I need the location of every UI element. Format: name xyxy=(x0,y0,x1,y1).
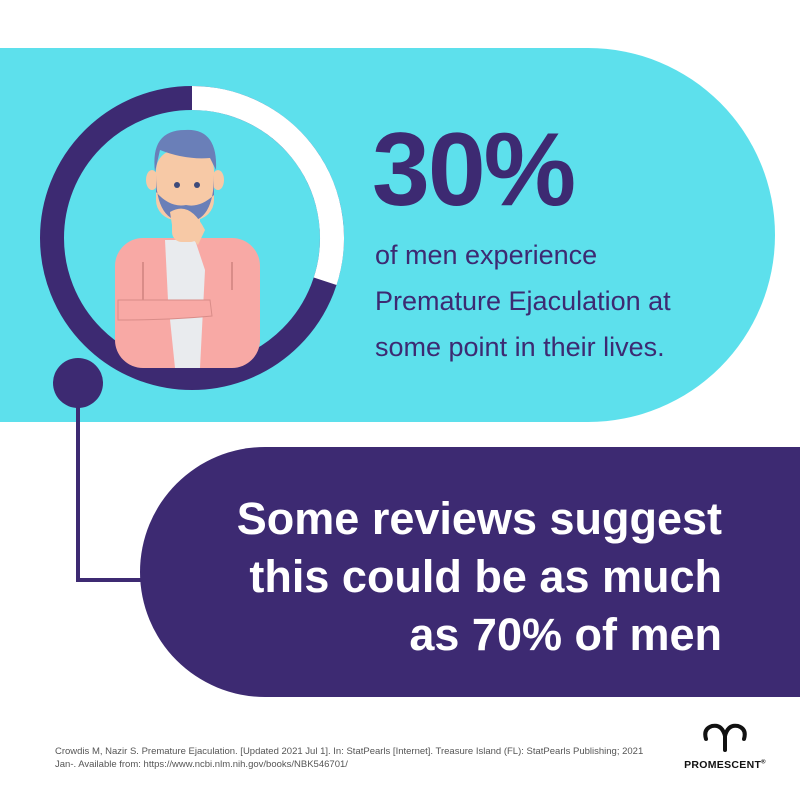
brand-name-text: PROMESCENT xyxy=(684,759,762,771)
brand-name: PROMESCENT® xyxy=(680,759,770,771)
connector-line xyxy=(76,400,150,582)
thinking-man-icon xyxy=(115,129,260,368)
stat-description: of men experience Premature Ejaculation … xyxy=(375,232,671,370)
claim-line: this could be as much xyxy=(249,551,722,602)
progress-ring-remaining xyxy=(191,86,344,285)
citation-line: Crowdis M, Nazir S. Premature Ejaculatio… xyxy=(55,746,644,757)
stat-line: some point in their lives. xyxy=(375,332,665,362)
claim-line: Some reviews suggest xyxy=(236,493,722,544)
citation-line: Jan-. Available from: https://www.ncbi.n… xyxy=(55,759,348,770)
registered-mark: ® xyxy=(761,759,766,766)
stat-line: Premature Ejaculation at xyxy=(375,286,671,316)
claim-panel xyxy=(140,447,800,697)
stat-value: 30% xyxy=(372,112,576,228)
claim-line: as 70% of men xyxy=(409,609,722,660)
brand-logo: PROMESCENT® xyxy=(680,722,770,771)
citation: Crowdis M, Nazir S. Premature Ejaculatio… xyxy=(55,745,665,771)
stat-line: of men experience xyxy=(375,240,598,270)
ram-horns-icon xyxy=(703,723,747,752)
connector-dot xyxy=(53,358,103,408)
claim-text: Some reviews suggest this could be as mu… xyxy=(237,490,722,664)
